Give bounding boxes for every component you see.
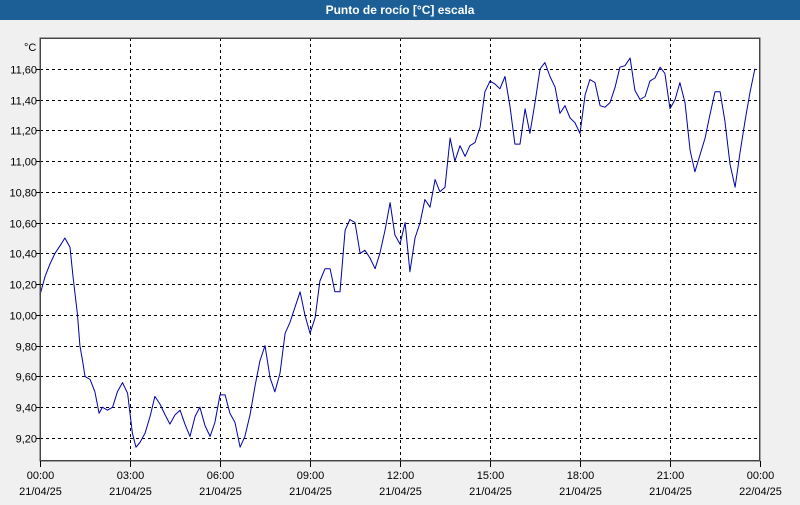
x-tick-time-label: 03:00: [117, 470, 145, 482]
x-tick-time-label: 18:00: [567, 470, 595, 482]
x-tick-time-label: 09:00: [297, 470, 325, 482]
y-tick-label: 9,80: [16, 342, 37, 354]
x-tick-time-label: 12:00: [387, 470, 415, 482]
y-tick-label: 10,80: [9, 188, 37, 200]
y-tick-label: 11,20: [10, 126, 37, 138]
y-axis-label: °C: [24, 42, 36, 54]
chart-title: Punto de rocío [°C] escala: [0, 0, 800, 20]
x-tick-date-label: 21/04/25: [379, 486, 422, 498]
x-tick-date-label: 22/04/25: [739, 486, 782, 498]
x-tick-date-label: 21/04/25: [109, 486, 152, 498]
y-tick-label: 9,40: [16, 403, 37, 415]
chart-area: 9,20 9,40 9,60 9,80 10,00 10,20 10,40 10,60 10,8…: [0, 20, 800, 500]
y-tick-label: 11,00: [10, 157, 37, 169]
x-tick-time-label: 21:00: [657, 470, 685, 482]
y-tick-label: 10,20: [9, 280, 37, 292]
series-line: [39, 57, 756, 448]
y-tick-label: 10,00: [9, 311, 37, 323]
x-tick-time-label: 00:00: [27, 470, 55, 482]
x-tick-time-label: 15:00: [477, 470, 505, 482]
y-tick-label: 10,60: [9, 219, 37, 231]
y-tick-label: 11,60: [10, 65, 37, 77]
x-tick-date-label: 21/04/25: [289, 486, 332, 498]
x-tick-time-label: 00:00: [747, 470, 775, 482]
y-tick-label: 9,20: [16, 434, 37, 446]
x-tick-date-label: 21/04/25: [559, 486, 602, 498]
dew-point-chart: 9,20 9,40 9,60 9,80 10,00 10,20 10,40 10,60 10,8…: [9, 37, 782, 498]
plot-frame: [40, 38, 760, 461]
x-tick-time-label: 06:00: [207, 470, 235, 482]
y-tick-label: 11,40: [10, 96, 37, 108]
y-tick-label: 10,40: [9, 249, 37, 261]
x-tick-date-label: 21/04/25: [19, 486, 62, 498]
x-tick-date-label: 21/04/25: [199, 486, 242, 498]
x-tick-date-label: 21/04/25: [469, 486, 512, 498]
y-tick-label: 9,60: [16, 372, 37, 384]
x-tick-date-label: 21/04/25: [649, 486, 692, 498]
